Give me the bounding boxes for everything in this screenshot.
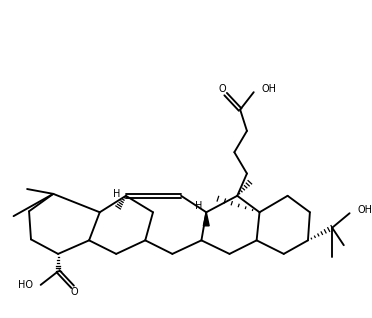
Text: H: H	[195, 201, 202, 211]
Text: O: O	[71, 287, 78, 297]
Polygon shape	[203, 212, 209, 226]
Text: OH: OH	[262, 84, 276, 94]
Text: OH: OH	[357, 205, 372, 215]
Text: H: H	[112, 189, 120, 199]
Text: HO: HO	[18, 280, 33, 290]
Text: O: O	[219, 84, 227, 94]
